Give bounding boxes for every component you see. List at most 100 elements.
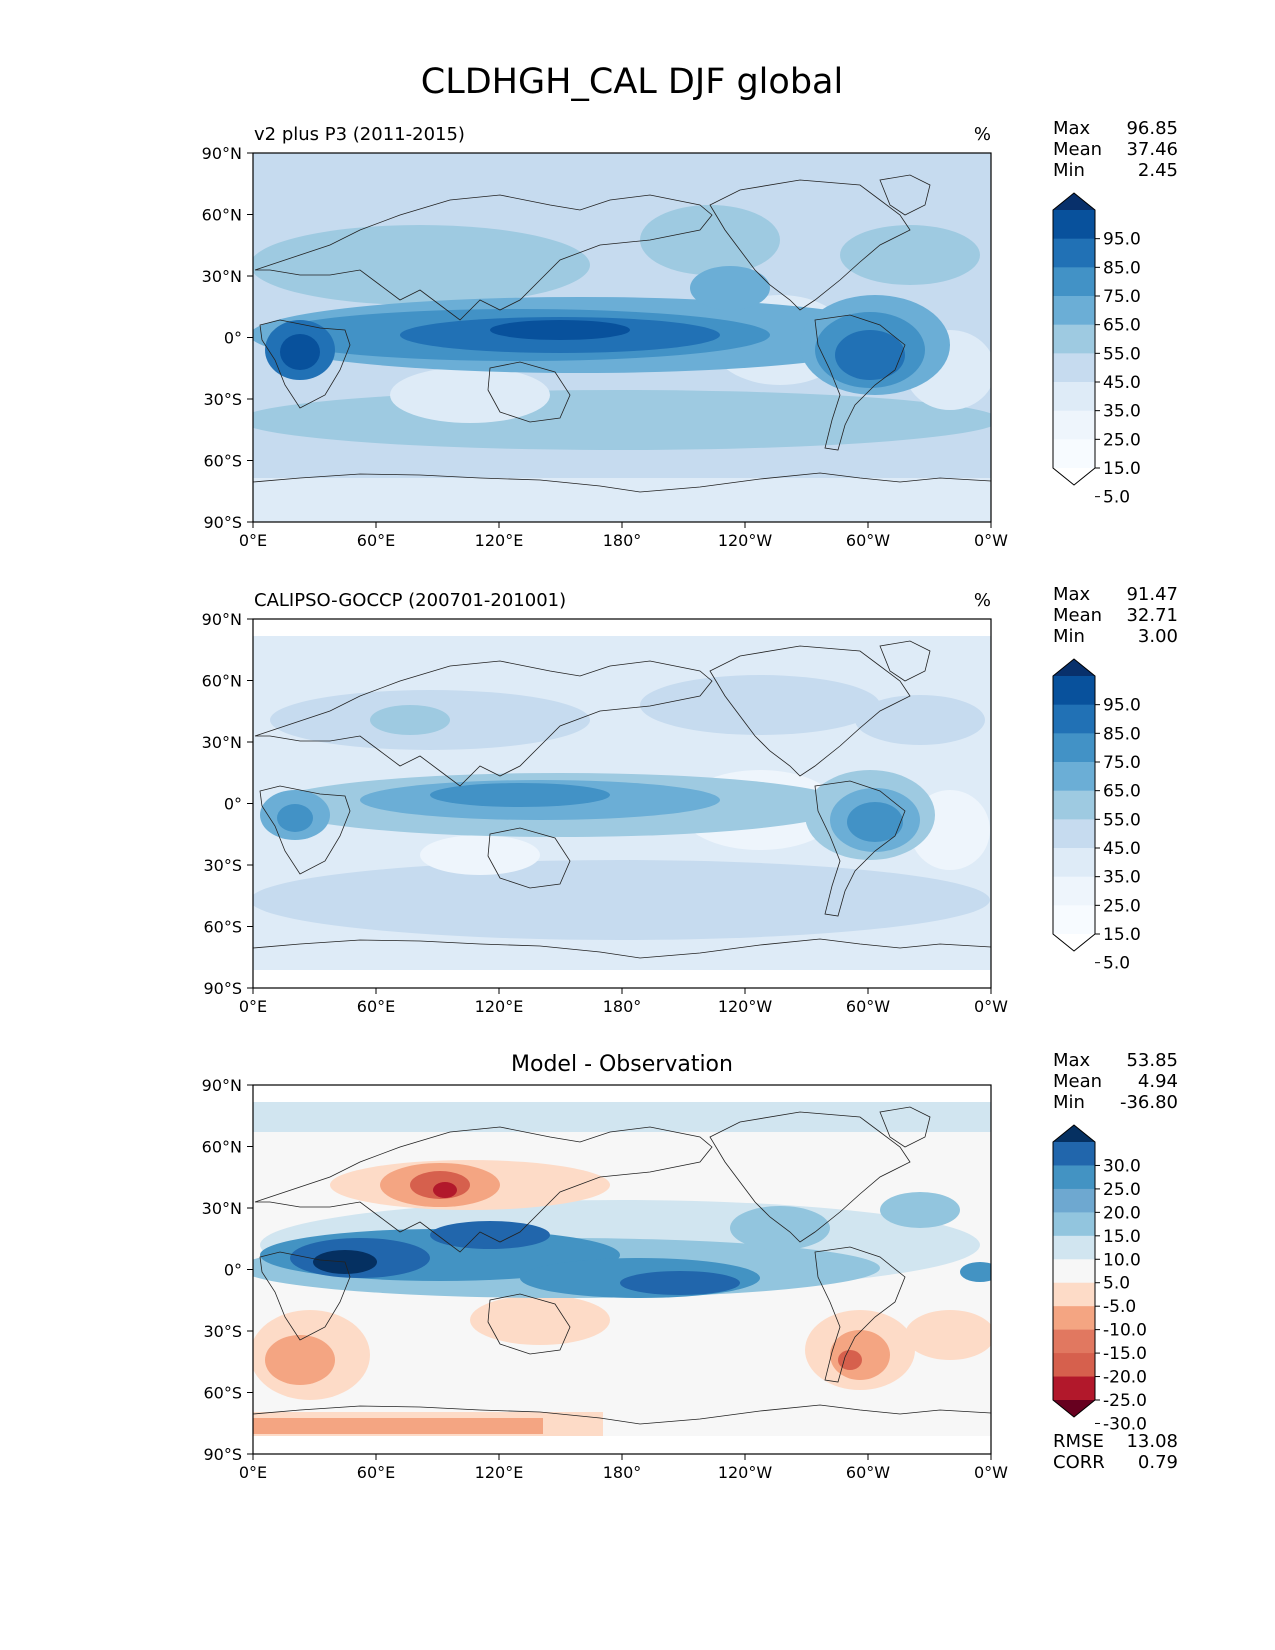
coastline-greenland	[879, 1106, 931, 1148]
panel-difference: Model - Observation	[202, 1050, 1178, 1482]
field-blob	[420, 835, 540, 875]
field-blob	[370, 705, 450, 735]
colorbar-band	[1053, 676, 1095, 706]
figure-title: CLDHGH_CAL DJF global	[421, 62, 843, 102]
lon-tick-label: 120°W	[718, 997, 773, 1016]
lon-tick-label: 0°W	[974, 531, 1008, 550]
colorbar-band	[1053, 1329, 1095, 1354]
stat-label: Max	[1053, 1050, 1091, 1071]
field-blob	[490, 320, 630, 340]
lon-tick-label: 0°E	[239, 997, 267, 1016]
stats-block: Max 53.85 Mean 4.94 Min -36.80	[1053, 1050, 1178, 1113]
colorbar: 95.0 85.0 75.0 65.0 55.0 45.0 35.0 25.0 15.0 5.0	[1052, 192, 1141, 508]
colorbar-band	[1053, 296, 1095, 326]
colorbar-extend-max	[1053, 1125, 1095, 1142]
field-blob	[847, 802, 903, 842]
field-blob	[265, 1335, 335, 1385]
colorbar-label: 55.0	[1103, 810, 1141, 830]
stat-value: 3.00	[1138, 626, 1178, 647]
colorbar-band	[1053, 1376, 1095, 1401]
stat-value: 96.85	[1126, 118, 1178, 139]
colorbar-band	[1053, 876, 1095, 906]
field-blob	[470, 1295, 610, 1345]
corr-value: 0.79	[1138, 1452, 1178, 1473]
coastlines	[253, 1106, 991, 1425]
coastline-antarctica	[253, 1404, 991, 1425]
colorbar-band	[1053, 1306, 1095, 1331]
lon-tick-label: 180°	[603, 531, 642, 550]
colorbar-band	[1053, 267, 1095, 297]
colorbar-band	[1053, 762, 1095, 792]
field-blob	[430, 783, 610, 807]
colorbar-label: 15.0	[1103, 1227, 1141, 1247]
colorbar-label: -5.0	[1103, 1297, 1136, 1317]
colorbar-label: 65.0	[1103, 316, 1141, 336]
lon-tick-label: 120°W	[718, 1463, 773, 1482]
lon-tick-label: 0°E	[239, 531, 267, 550]
field-blob	[430, 1221, 550, 1249]
field-blob	[640, 205, 780, 275]
lat-tick-label: 90°S	[203, 979, 242, 998]
colorbar-band	[1053, 1282, 1095, 1307]
colorbar-band	[1053, 819, 1095, 849]
panel-model: v2 plus P3 (2011-2015) %	[202, 118, 1178, 550]
colorbar-band	[1053, 1188, 1095, 1213]
stat-label: Mean	[1053, 605, 1102, 626]
map-area	[253, 619, 991, 988]
coastline-australia	[487, 827, 571, 889]
colorbar-band	[1053, 1259, 1095, 1284]
lat-tick-label: 90°N	[202, 144, 242, 163]
field-blob	[730, 1206, 830, 1250]
stat-label: Mean	[1053, 139, 1102, 160]
colorbar-label: 15.0	[1103, 925, 1141, 945]
stat-value: 91.47	[1126, 584, 1178, 605]
colorbar-label: 25.0	[1103, 1180, 1141, 1200]
field-band	[253, 1102, 991, 1132]
coastline-south-america	[814, 1246, 906, 1383]
colorbar-band	[1053, 733, 1095, 763]
field-blob	[620, 1271, 740, 1295]
lon-tick-label: 60°W	[846, 997, 890, 1016]
lat-tick-label: 90°S	[203, 1445, 242, 1464]
lon-tick-label: 0°W	[974, 997, 1008, 1016]
coastline-south-america	[814, 314, 906, 451]
colorbar-label: 45.0	[1103, 373, 1141, 393]
colorbar-label: 35.0	[1103, 402, 1141, 422]
lat-tick-label: 60°S	[203, 452, 242, 471]
map-ticks: 90°N 60°N 30°N 0° 30°S 60°S 90°S0°E 60°E 120°E 18…	[202, 1076, 1009, 1482]
lat-tick-label: 30°S	[203, 390, 242, 409]
panel-units: %	[974, 124, 991, 145]
colorbar-label: 65.0	[1103, 782, 1141, 802]
coastline-south-america	[814, 780, 906, 917]
field-blob	[855, 695, 985, 745]
lat-tick-label: 0°	[224, 329, 242, 348]
stat-value: 53.85	[1126, 1050, 1178, 1071]
colorbar-band	[1053, 1235, 1095, 1260]
stat-value: 37.46	[1126, 139, 1178, 160]
colorbar-label: 95.0	[1103, 696, 1141, 716]
stat-value: 32.71	[1126, 605, 1178, 626]
field-blob	[277, 804, 313, 832]
lat-tick-label: 30°N	[202, 267, 242, 286]
stat-label: Max	[1053, 584, 1091, 605]
colorbar: 95.0 85.0 75.0 65.0 55.0 45.0 35.0 25.0 15.0 5.0	[1052, 658, 1141, 974]
colorbar-extend-min	[1053, 934, 1095, 951]
coastline-eurasia	[254, 660, 713, 787]
rmse-value: 13.08	[1126, 1431, 1178, 1452]
coastline-australia	[487, 361, 571, 423]
coastline-antarctica	[253, 938, 991, 959]
lon-tick-label: 60°W	[846, 531, 890, 550]
lat-tick-label: 60°N	[202, 672, 242, 691]
colorbar-label: -15.0	[1103, 1344, 1147, 1364]
colorbar-label: 30.0	[1103, 1156, 1141, 1176]
field-band	[253, 1418, 543, 1434]
coastline-greenland	[879, 174, 931, 216]
lon-tick-label: 60°E	[357, 997, 395, 1016]
colorbar-label: 15.0	[1103, 459, 1141, 479]
lat-tick-label: 30°S	[203, 856, 242, 875]
lat-tick-label: 0°	[224, 1261, 242, 1280]
colorbar-label: -10.0	[1103, 1321, 1147, 1341]
colorbar-band	[1053, 439, 1095, 469]
field-blob	[253, 225, 590, 305]
colorbar-label: 10.0	[1103, 1250, 1141, 1270]
